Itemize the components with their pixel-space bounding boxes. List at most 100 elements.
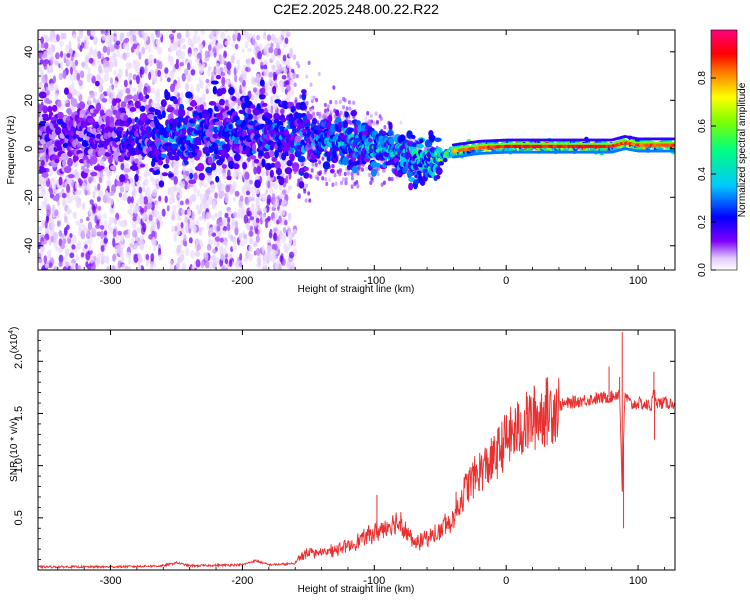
- ridge-cell: [52, 195, 60, 201]
- spectral-speck: [280, 159, 286, 169]
- ridge-cell: [388, 129, 394, 136]
- spectral-speck: [53, 59, 58, 65]
- ridge-cell: [126, 117, 133, 125]
- spectral-speck: [338, 168, 342, 173]
- spectral-speck: [112, 253, 116, 262]
- spectral-speck: [388, 176, 392, 182]
- ridge-cell: [329, 168, 335, 174]
- spectral-speck: [58, 261, 63, 267]
- spectral-speck: [70, 193, 75, 201]
- ridge-cell: [232, 163, 240, 170]
- spectral-speck: [218, 186, 222, 195]
- spectral-speck: [263, 254, 267, 262]
- spectral-speck: [237, 64, 241, 70]
- spectral-speck: [316, 176, 320, 181]
- spectral-speck: [42, 180, 47, 187]
- spectral-speck: [245, 223, 250, 230]
- spectral-speck: [155, 103, 160, 108]
- spectral-speck: [231, 220, 235, 228]
- spectral-speck: [246, 186, 251, 191]
- spectral-speck: [262, 260, 267, 269]
- spectral-speck: [200, 260, 205, 269]
- spectral-speck: [115, 40, 121, 46]
- spectral-speck: [252, 87, 258, 93]
- spectral-speck: [75, 91, 81, 97]
- spectral-speck: [109, 198, 114, 206]
- spectral-speck: [270, 95, 274, 105]
- spectral-speck: [206, 243, 212, 251]
- spectral-speck: [215, 62, 220, 70]
- spectral-speck: [356, 184, 360, 189]
- spectral-speck: [41, 187, 47, 197]
- spectral-speck: [169, 83, 175, 93]
- spectral-speck: [86, 182, 91, 192]
- spectral-speck: [167, 54, 172, 63]
- spectral-speck: [147, 85, 151, 94]
- spectral-speck: [132, 73, 138, 81]
- spectral-speck: [53, 35, 57, 44]
- spectral-speck: [89, 199, 94, 205]
- spectral-speck: [203, 252, 208, 260]
- spectral-speck: [63, 52, 67, 59]
- spectral-speck: [274, 262, 279, 270]
- spectral-speck: [352, 100, 356, 105]
- spectral-speck: [230, 81, 234, 88]
- spectral-speck: [63, 32, 67, 40]
- spectral-speck: [110, 190, 115, 196]
- spectral-speck: [80, 252, 85, 258]
- spectral-speck: [48, 262, 53, 269]
- spectral-speck: [253, 240, 258, 247]
- ridge-cell: [188, 179, 197, 185]
- spectral-speck: [133, 253, 139, 263]
- spectral-speck: [198, 178, 203, 188]
- ridge-cell: [63, 87, 70, 95]
- spectral-speck: [252, 219, 257, 227]
- spectral-speck: [375, 119, 379, 125]
- spectral-speck: [211, 38, 216, 46]
- spectral-speck: [278, 35, 283, 45]
- spectral-speck: [176, 222, 180, 229]
- spectral-speck: [191, 211, 195, 221]
- spectral-speck: [266, 198, 271, 206]
- spectral-speck: [100, 230, 104, 240]
- spectral-speck: [159, 75, 163, 83]
- spectral-speck: [114, 44, 120, 50]
- spectral-speck: [105, 255, 110, 265]
- spectral-speck: [49, 35, 55, 43]
- spectral-speck: [218, 53, 222, 60]
- ridge-cell: [342, 120, 348, 129]
- spectral-speck: [382, 180, 386, 185]
- spectral-speck: [268, 71, 274, 78]
- spectral-speck: [246, 58, 251, 68]
- spectral-speck: [185, 198, 190, 205]
- spectral-speck: [125, 181, 130, 190]
- ridge-cell: [303, 166, 309, 171]
- ridge-cell: [253, 158, 260, 164]
- spectral-speck: [253, 166, 258, 175]
- ridge-cell: [284, 167, 293, 175]
- ridge-cell: [303, 172, 310, 179]
- spectral-speck: [85, 42, 89, 50]
- spectral-speck: [100, 157, 105, 166]
- spectral-speck: [149, 175, 154, 183]
- ridge-cell: [56, 144, 62, 152]
- spectral-speck: [164, 73, 168, 79]
- spectral-speck: [83, 62, 89, 70]
- spectral-speck: [142, 222, 147, 233]
- spectral-speck: [96, 253, 102, 260]
- spectral-speck: [137, 206, 140, 212]
- spectral-speck: [196, 83, 200, 89]
- spectral-speck: [187, 62, 191, 71]
- spectral-speck: [69, 233, 73, 238]
- spectral-speck: [199, 203, 203, 213]
- spectral-speck: [270, 42, 274, 48]
- spectral-speck: [51, 204, 56, 213]
- spectral-speck: [206, 188, 211, 195]
- ridge-cell: [134, 173, 139, 183]
- spectral-speck: [307, 191, 311, 196]
- spectral-speck: [139, 196, 145, 205]
- spectral-speck: [164, 195, 168, 204]
- spectral-speck: [256, 210, 263, 216]
- spectral-speck: [117, 68, 123, 78]
